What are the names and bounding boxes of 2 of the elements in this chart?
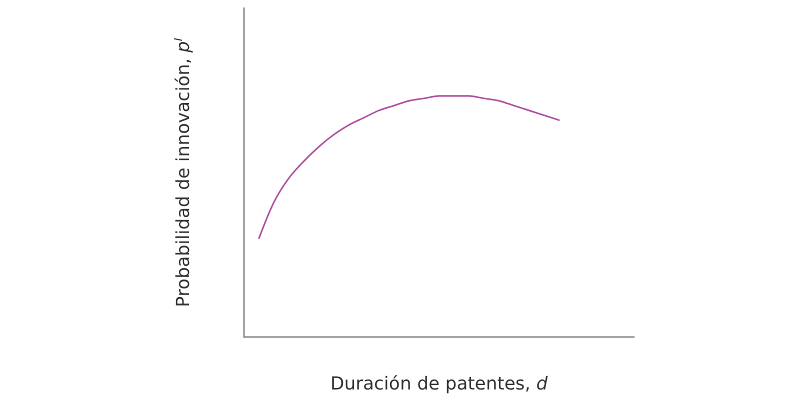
y-axis-title: Probabilidad de innovación, pI [172,38,194,308]
x-axis-title: Duración de patentes, d [330,374,548,394]
